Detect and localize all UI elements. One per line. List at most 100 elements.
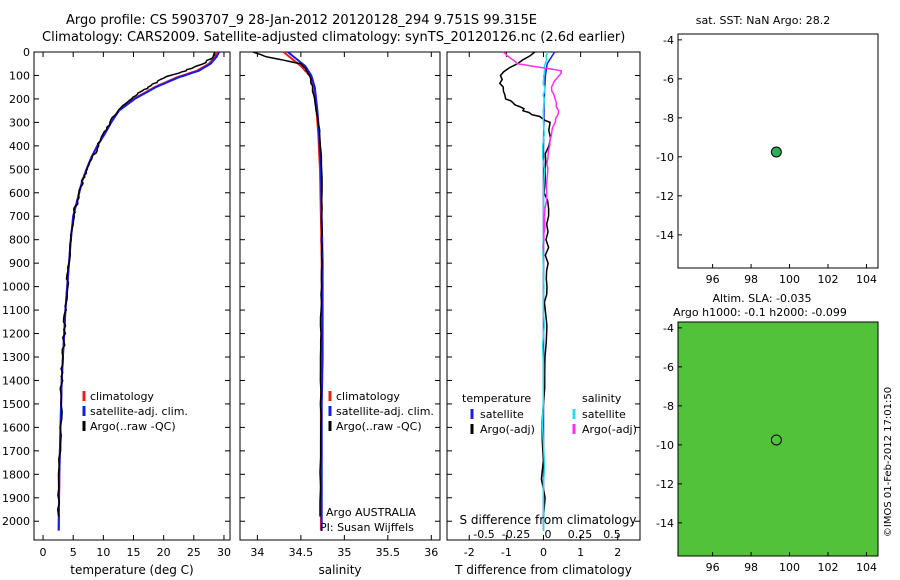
salinity-profile-xtick-label: 34 bbox=[250, 546, 264, 559]
sst-map-ytick-label: -6 bbox=[663, 73, 674, 86]
sst-map-title: sat. SST: NaN Argo: 28.2 bbox=[696, 14, 830, 27]
temperature-profile-ytick-label: 1800 bbox=[2, 468, 30, 481]
sla-map-frame bbox=[677, 321, 879, 557]
sla-map-subtitle: Argo h1000: -0.1 h2000: -0.099 bbox=[673, 306, 847, 319]
temperature-profile-ytick-label: 1300 bbox=[2, 351, 30, 364]
sst-map-ytick-label: -4 bbox=[663, 34, 674, 47]
legend-heading-salinity: salinity bbox=[582, 392, 622, 405]
sla-map-argo-position-marker bbox=[770, 434, 782, 446]
difference-profile-series-argo-adj- bbox=[502, 51, 563, 252]
salinity-profile-xlabel: salinity bbox=[318, 563, 361, 577]
temperature-profile-ytick-label: 1700 bbox=[2, 445, 30, 458]
salinity-difference-tick-label: 0 bbox=[545, 528, 552, 541]
sla-map-xtick-label: 96 bbox=[706, 561, 720, 574]
sst-map-ytick-label: -12 bbox=[656, 190, 674, 203]
salinity-difference-axis-label: S difference from climatology bbox=[460, 513, 637, 527]
temperature-profile-ytick-label: 1600 bbox=[2, 421, 30, 434]
temperature-profile-ytick-label: 1900 bbox=[2, 492, 30, 505]
temperature-profile-legend-label: Argo(..raw -QC) bbox=[90, 420, 176, 433]
temperature-profile-legend-label: climatology bbox=[90, 390, 154, 403]
temperature-profile-xlabel: temperature (deg C) bbox=[70, 563, 193, 577]
temperature-profile-xtick-label: 15 bbox=[127, 546, 141, 559]
sla-map-xtick-label: 102 bbox=[818, 561, 839, 574]
temperature-profile-ytick-label: 100 bbox=[9, 69, 30, 82]
temperature-profile-series-argo-raw-qc- bbox=[56, 51, 216, 517]
sla-map-ytick-label: -4 bbox=[663, 322, 674, 335]
sla-map-xtick-label: 100 bbox=[779, 561, 800, 574]
salinity-profile-xtick-label: 34.5 bbox=[289, 546, 314, 559]
temperature-profile-xtick-label: 30 bbox=[217, 546, 231, 559]
temperature-profile-ytick-label: 1100 bbox=[2, 304, 30, 317]
salinity-profile-series-argo-raw-qc- bbox=[253, 51, 323, 517]
sla-map-ytick-label: -8 bbox=[663, 400, 674, 413]
salinity-profile-xtick-label: 35.5 bbox=[376, 546, 401, 559]
difference-profile-xtick-label: -2 bbox=[464, 546, 475, 559]
temperature-profile-ytick-label: 600 bbox=[9, 187, 30, 200]
temperature-profile-ytick-label: 200 bbox=[9, 93, 30, 106]
temperature-profile-ytick-label: 300 bbox=[9, 116, 30, 129]
temperature-profile-ytick-label: 1200 bbox=[2, 328, 30, 341]
difference-profile-xtick-label: 2 bbox=[614, 546, 621, 559]
figure-title-line1: Argo profile: CS 5903707_9 28-Jan-2012 2… bbox=[66, 13, 538, 28]
sst-map-ytick-label: -10 bbox=[656, 151, 674, 164]
salinity-profile-legend-label: Argo(..raw -QC) bbox=[336, 420, 422, 433]
sla-map-ytick-label: -6 bbox=[663, 361, 674, 374]
difference-profile-xtick-label: 0 bbox=[540, 546, 547, 559]
temperature-profile-ytick-label: 1500 bbox=[2, 398, 30, 411]
pi-label: PI: Susan Wijffels bbox=[320, 521, 414, 534]
temperature-profile-ytick-label: 700 bbox=[9, 210, 30, 223]
salinity-profile-xtick-label: 35 bbox=[337, 546, 351, 559]
sla-map-title: Altim. SLA: -0.035 bbox=[712, 292, 811, 305]
temperature-profile-ytick-label: 800 bbox=[9, 234, 30, 247]
difference-profile-xlabel: T difference from climatology bbox=[454, 563, 632, 577]
difference-legend-label: Argo(-adj) bbox=[582, 423, 637, 436]
salinity-profile-frame bbox=[239, 51, 441, 541]
sla-map-ytick-label: -12 bbox=[656, 478, 674, 491]
sla-map-ytick-label: -10 bbox=[656, 439, 674, 452]
temperature-profile-ytick-label: 400 bbox=[9, 140, 30, 153]
temperature-profile-frame bbox=[33, 51, 231, 541]
sst-map-ytick-label: -14 bbox=[656, 229, 674, 242]
sst-map-ytick-label: -8 bbox=[663, 112, 674, 125]
temperature-profile-ytick-label: 500 bbox=[9, 163, 30, 176]
legend-heading-temperature: temperature bbox=[462, 392, 531, 405]
sst-map-xtick-label: 98 bbox=[744, 273, 758, 286]
sla-map-xtick-label: 98 bbox=[744, 561, 758, 574]
temperature-profile-ytick-label: 2000 bbox=[2, 515, 30, 528]
difference-profile-xtick-label: 1 bbox=[577, 546, 584, 559]
sst-map-xtick-label: 102 bbox=[818, 273, 839, 286]
salinity-difference-tick-label: 0.25 bbox=[568, 528, 593, 541]
sla-map-background bbox=[678, 322, 878, 556]
temperature-profile-legend-label: satellite-adj. clim. bbox=[90, 405, 188, 418]
temperature-profile-xtick-label: 20 bbox=[157, 546, 171, 559]
salinity-profile-xtick-label: 36 bbox=[424, 546, 438, 559]
imos-credit: ©IMOS 01-Feb-2012 17:01:50 bbox=[883, 387, 894, 537]
difference-profile-xtick-label: -1 bbox=[501, 546, 512, 559]
temperature-profile-xtick-label: 25 bbox=[187, 546, 201, 559]
salinity-difference-tick-label: -0.5 bbox=[473, 528, 494, 541]
temperature-profile-xtick-label: 0 bbox=[40, 546, 47, 559]
salinity-profile-legend-label: satellite-adj. clim. bbox=[336, 405, 434, 418]
temperature-profile-xtick-label: 10 bbox=[96, 546, 110, 559]
sst-map-frame bbox=[677, 33, 879, 269]
temperature-profile-ytick-label: 900 bbox=[9, 257, 30, 270]
difference-legend-label: satellite bbox=[480, 408, 524, 421]
salinity-difference-tick-label: -0.25 bbox=[502, 528, 530, 541]
sst-map-xtick-label: 104 bbox=[856, 273, 877, 286]
sla-map-xtick-label: 104 bbox=[856, 561, 877, 574]
difference-profile-series-satellite bbox=[541, 51, 549, 531]
difference-legend-label: Argo(-adj) bbox=[480, 423, 535, 436]
salinity-profile-legend-label: climatology bbox=[336, 390, 400, 403]
temperature-profile-ytick-label: 0 bbox=[23, 46, 30, 59]
salinity-difference-tick-label: 0.5 bbox=[603, 528, 621, 541]
float-owner-label: Argo AUSTRALIA bbox=[326, 506, 416, 519]
figure-title-line2: Climatology: CARS2009. Satellite-adjuste… bbox=[42, 30, 626, 45]
temperature-profile-ytick-label: 1000 bbox=[2, 281, 30, 294]
temperature-profile-ytick-label: 1400 bbox=[2, 374, 30, 387]
difference-legend-label: satellite bbox=[582, 408, 626, 421]
sst-map-xtick-label: 96 bbox=[706, 273, 720, 286]
sla-map-ytick-label: -14 bbox=[656, 517, 674, 530]
temperature-profile-xtick-label: 5 bbox=[70, 546, 77, 559]
sst-map-argo-position-marker bbox=[770, 146, 782, 158]
